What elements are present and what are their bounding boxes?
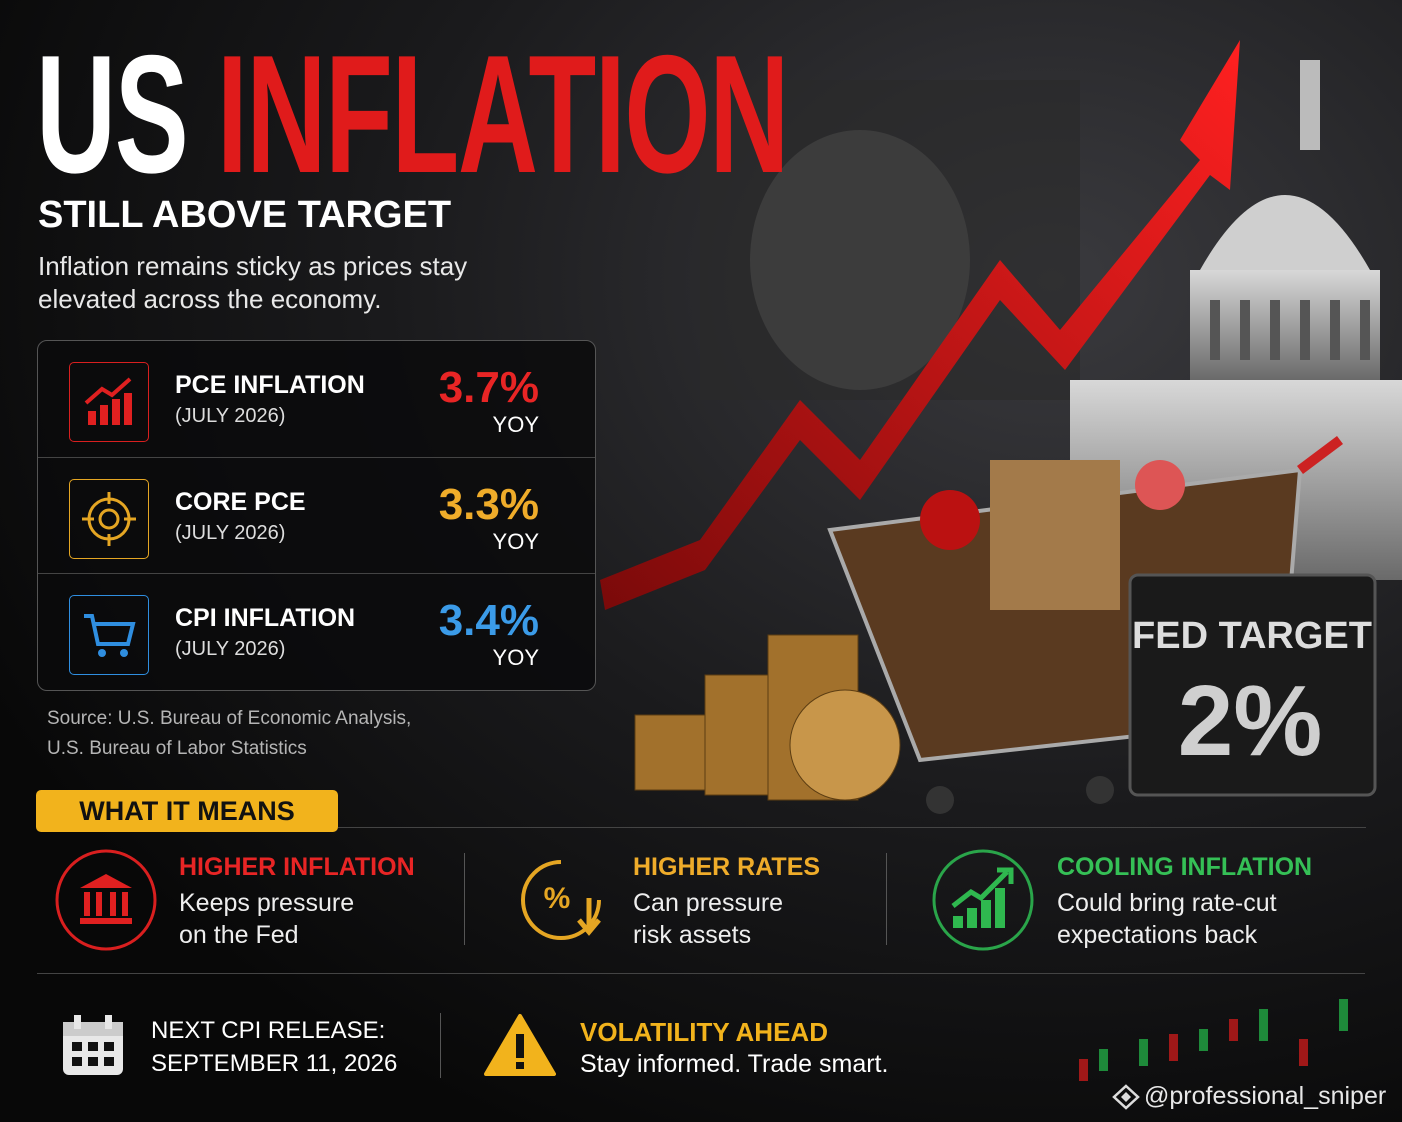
metric-row: CPI INFLATION (JULY 2026) 3.4% YOY bbox=[38, 573, 595, 690]
metric-row: PCE INFLATION (JULY 2026) 3.7% YOY bbox=[38, 341, 595, 457]
divider bbox=[37, 973, 1365, 974]
rate-icon: % bbox=[521, 860, 601, 940]
section-badge: WHAT IT MEANS bbox=[36, 790, 338, 832]
trend-arrow bbox=[600, 40, 1240, 610]
metric-row: CORE PCE (JULY 2026) 3.3% YOY bbox=[38, 457, 595, 574]
release-label: NEXT CPI RELEASE: bbox=[151, 1017, 386, 1044]
divider bbox=[440, 1013, 441, 1078]
release-date: SEPTEMBER 11, 2026 bbox=[151, 1050, 398, 1077]
item-title: COOLING INFLATION bbox=[1057, 853, 1313, 881]
metric-unit: YOY bbox=[492, 412, 539, 437]
fed-target-panel bbox=[1128, 573, 1377, 797]
handle-logo bbox=[1112, 1084, 1140, 1110]
metric-unit: YOY bbox=[492, 645, 539, 670]
coins bbox=[634, 634, 901, 801]
chart-icon bbox=[84, 377, 132, 425]
metric-unit: YOY bbox=[492, 529, 539, 554]
metric-label: CPI INFLATION bbox=[175, 604, 356, 632]
metric-period: (JULY 2026) bbox=[175, 522, 286, 544]
cart-icon bbox=[84, 614, 136, 657]
metrics-panel: PCE INFLATION (JULY 2026) 3.7% YOY CORE … bbox=[37, 340, 596, 691]
metric-value: 3.3% bbox=[438, 480, 539, 529]
source-line: Source: U.S. Bureau of Economic Analysis… bbox=[47, 708, 412, 729]
metric-value: 3.7% bbox=[438, 363, 539, 412]
calendar-icon bbox=[63, 1015, 123, 1075]
item-text: Could bring rate-cut expectations back bbox=[1057, 889, 1277, 949]
source-line: U.S. Bureau of Labor Statistics bbox=[47, 738, 307, 759]
divider bbox=[338, 827, 1366, 828]
metric-period: (JULY 2026) bbox=[175, 638, 286, 660]
title: US INFLATION bbox=[36, 30, 789, 198]
item-text: Can pressure risk assets bbox=[633, 889, 784, 949]
title-part: US bbox=[36, 20, 189, 208]
handle: @professional_sniper bbox=[1144, 1082, 1387, 1110]
warning-icon bbox=[484, 1014, 556, 1076]
growth-icon bbox=[932, 849, 1034, 951]
subtitle: STILL ABOVE TARGET bbox=[38, 194, 452, 236]
portrait bbox=[750, 130, 970, 390]
alert-text: Stay informed. Trade smart. bbox=[580, 1050, 889, 1078]
target-icon bbox=[82, 492, 136, 546]
metric-label: CORE PCE bbox=[175, 488, 306, 516]
candlesticks bbox=[1079, 999, 1348, 1081]
fed-target-value: 2% bbox=[1178, 665, 1323, 777]
metric-label: PCE INFLATION bbox=[175, 371, 365, 399]
svg-text:%: % bbox=[544, 882, 571, 915]
divider bbox=[886, 853, 887, 945]
divider bbox=[464, 853, 465, 945]
alert-title: VOLATILITY AHEAD bbox=[580, 1017, 828, 1047]
fed-target-label: FED TARGET bbox=[1132, 615, 1372, 657]
item-title: HIGHER INFLATION bbox=[179, 853, 415, 881]
item-text: Keeps pressure on the Fed bbox=[179, 889, 355, 949]
description: Inflation remains sticky as prices stay … bbox=[38, 251, 468, 314]
metric-icon bbox=[69, 479, 149, 559]
title-part: INFLATION bbox=[216, 20, 789, 208]
item-title: HIGHER RATES bbox=[633, 853, 821, 881]
metric-value: 3.4% bbox=[438, 596, 539, 645]
bank-icon bbox=[55, 849, 157, 951]
metric-period: (JULY 2026) bbox=[175, 405, 286, 427]
metric-icon bbox=[69, 595, 149, 675]
metric-icon bbox=[69, 362, 149, 442]
